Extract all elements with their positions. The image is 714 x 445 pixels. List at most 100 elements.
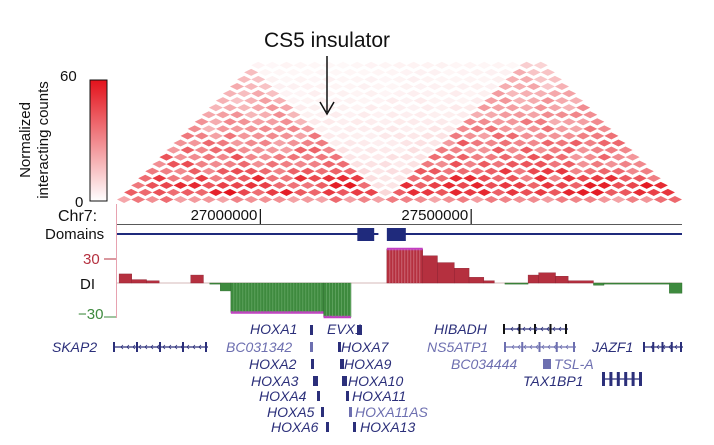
chrom-label: Chr7: — [58, 208, 97, 225]
heatmap-cell — [272, 139, 287, 147]
heatmap-cell — [611, 139, 626, 147]
di-bar-positive — [454, 268, 470, 284]
heatmap-cell — [526, 153, 541, 161]
heatmap-cell — [505, 90, 520, 98]
heatmap-cell — [357, 153, 372, 161]
gene-glyph — [357, 325, 362, 335]
x-tick-label: 27500000 — [401, 207, 468, 224]
gene-glyph — [346, 391, 349, 401]
gene-exon — [609, 372, 613, 386]
heatmap-cell — [364, 146, 379, 154]
heatmap-cell — [237, 118, 252, 126]
heatmap-cell — [512, 82, 527, 90]
heatmap-cell — [569, 195, 584, 203]
heatmap-cell — [265, 146, 280, 154]
heatmap-cell — [300, 82, 315, 90]
heatmap-cell — [456, 82, 471, 90]
heatmap-cell — [646, 174, 661, 182]
heatmap-cell — [498, 181, 513, 189]
gene-label: HOXA7 — [341, 339, 390, 355]
heatmap-cell — [498, 153, 513, 161]
heatmap-cell — [604, 146, 619, 154]
heatmap-cell — [498, 68, 513, 76]
heatmap-cell — [456, 111, 471, 119]
heatmap-cell — [505, 174, 520, 182]
heatmap-cell — [498, 195, 513, 203]
di-bar-negative — [593, 282, 605, 286]
heatmap-cell — [357, 181, 372, 189]
heatmap-cell — [590, 174, 605, 182]
heatmap-cell — [265, 90, 280, 98]
heatmap-cell — [378, 146, 393, 154]
heatmap-cell — [194, 146, 209, 154]
di-track — [117, 247, 683, 319]
heatmap-cell — [448, 90, 464, 98]
gene-label: NS5ATP1 — [427, 339, 488, 355]
heatmap-cell — [512, 97, 527, 105]
heatmap-cell — [335, 118, 351, 126]
heatmap-cell — [244, 153, 259, 161]
heatmap-cell — [413, 181, 428, 189]
heatmap-cell — [371, 167, 386, 175]
heatmap-cell — [321, 174, 336, 182]
heatmap-cell — [251, 132, 266, 140]
heatmap-cell — [286, 125, 301, 133]
heatmap-cell — [385, 97, 400, 105]
heatmap-cell — [547, 118, 562, 126]
heatmap-cell — [484, 97, 499, 105]
gene-exon — [602, 372, 605, 386]
gene-strand-arrow — [174, 344, 178, 350]
heatmap-cell — [222, 188, 238, 196]
heatmap-cell — [357, 139, 372, 147]
heatmap-cell — [554, 125, 569, 133]
gene-exon — [624, 372, 628, 386]
heatmap-cell — [456, 139, 471, 147]
heatmap-cell — [448, 174, 464, 182]
heatmap-cell — [477, 75, 492, 83]
heatmap-cell — [314, 97, 329, 105]
heatmap-cell — [505, 160, 520, 168]
heatmap-cell — [286, 111, 301, 119]
gene-label: HOXA5 — [267, 404, 315, 420]
heatmap-cell — [300, 111, 315, 119]
gene-label: JAZF1 — [591, 339, 633, 355]
heatmap-cell — [385, 125, 400, 133]
di-axis: 30 DI −30 — [78, 251, 116, 323]
heatmap-cell — [463, 160, 478, 168]
heatmap-cell — [208, 132, 223, 140]
heatmap-cell — [491, 174, 506, 182]
heatmap-cell — [505, 61, 520, 69]
gene-strand-arrow — [510, 326, 514, 332]
heatmap-cell — [180, 132, 195, 140]
heatmap-cell — [307, 61, 322, 69]
heatmap-cell — [350, 132, 365, 140]
heatmap-cell — [201, 125, 216, 133]
heatmap-cell — [166, 174, 181, 182]
heatmap-cell — [625, 195, 640, 203]
heatmap-cell — [590, 160, 605, 168]
heatmap-cell — [512, 125, 527, 133]
heatmap-cell — [314, 68, 329, 76]
heatmap-cell — [378, 174, 393, 182]
heatmap-cell — [208, 118, 223, 126]
heatmap-cell — [307, 174, 322, 182]
heatmap-cell — [491, 104, 506, 112]
heatmap-cell — [357, 68, 372, 76]
heatmap-cell — [583, 125, 598, 133]
heatmap-cell — [314, 181, 329, 189]
gene-exon — [680, 342, 682, 352]
heatmap-cell — [604, 188, 619, 196]
heatmap-cell — [618, 160, 633, 168]
heatmap-cell — [448, 160, 464, 168]
heatmap-cell — [448, 104, 464, 112]
hic-heatmap — [117, 61, 682, 203]
colorbar-label-line2: interacting counts — [35, 81, 52, 199]
gene-glyph — [311, 359, 314, 369]
heatmap-cell — [639, 181, 654, 189]
heatmap-cell — [399, 125, 414, 133]
heatmap-cell — [561, 90, 577, 98]
heatmap-cell — [632, 188, 647, 196]
heatmap-cell — [258, 125, 273, 133]
heatmap-cell — [230, 125, 245, 133]
heatmap-cell — [222, 132, 238, 140]
